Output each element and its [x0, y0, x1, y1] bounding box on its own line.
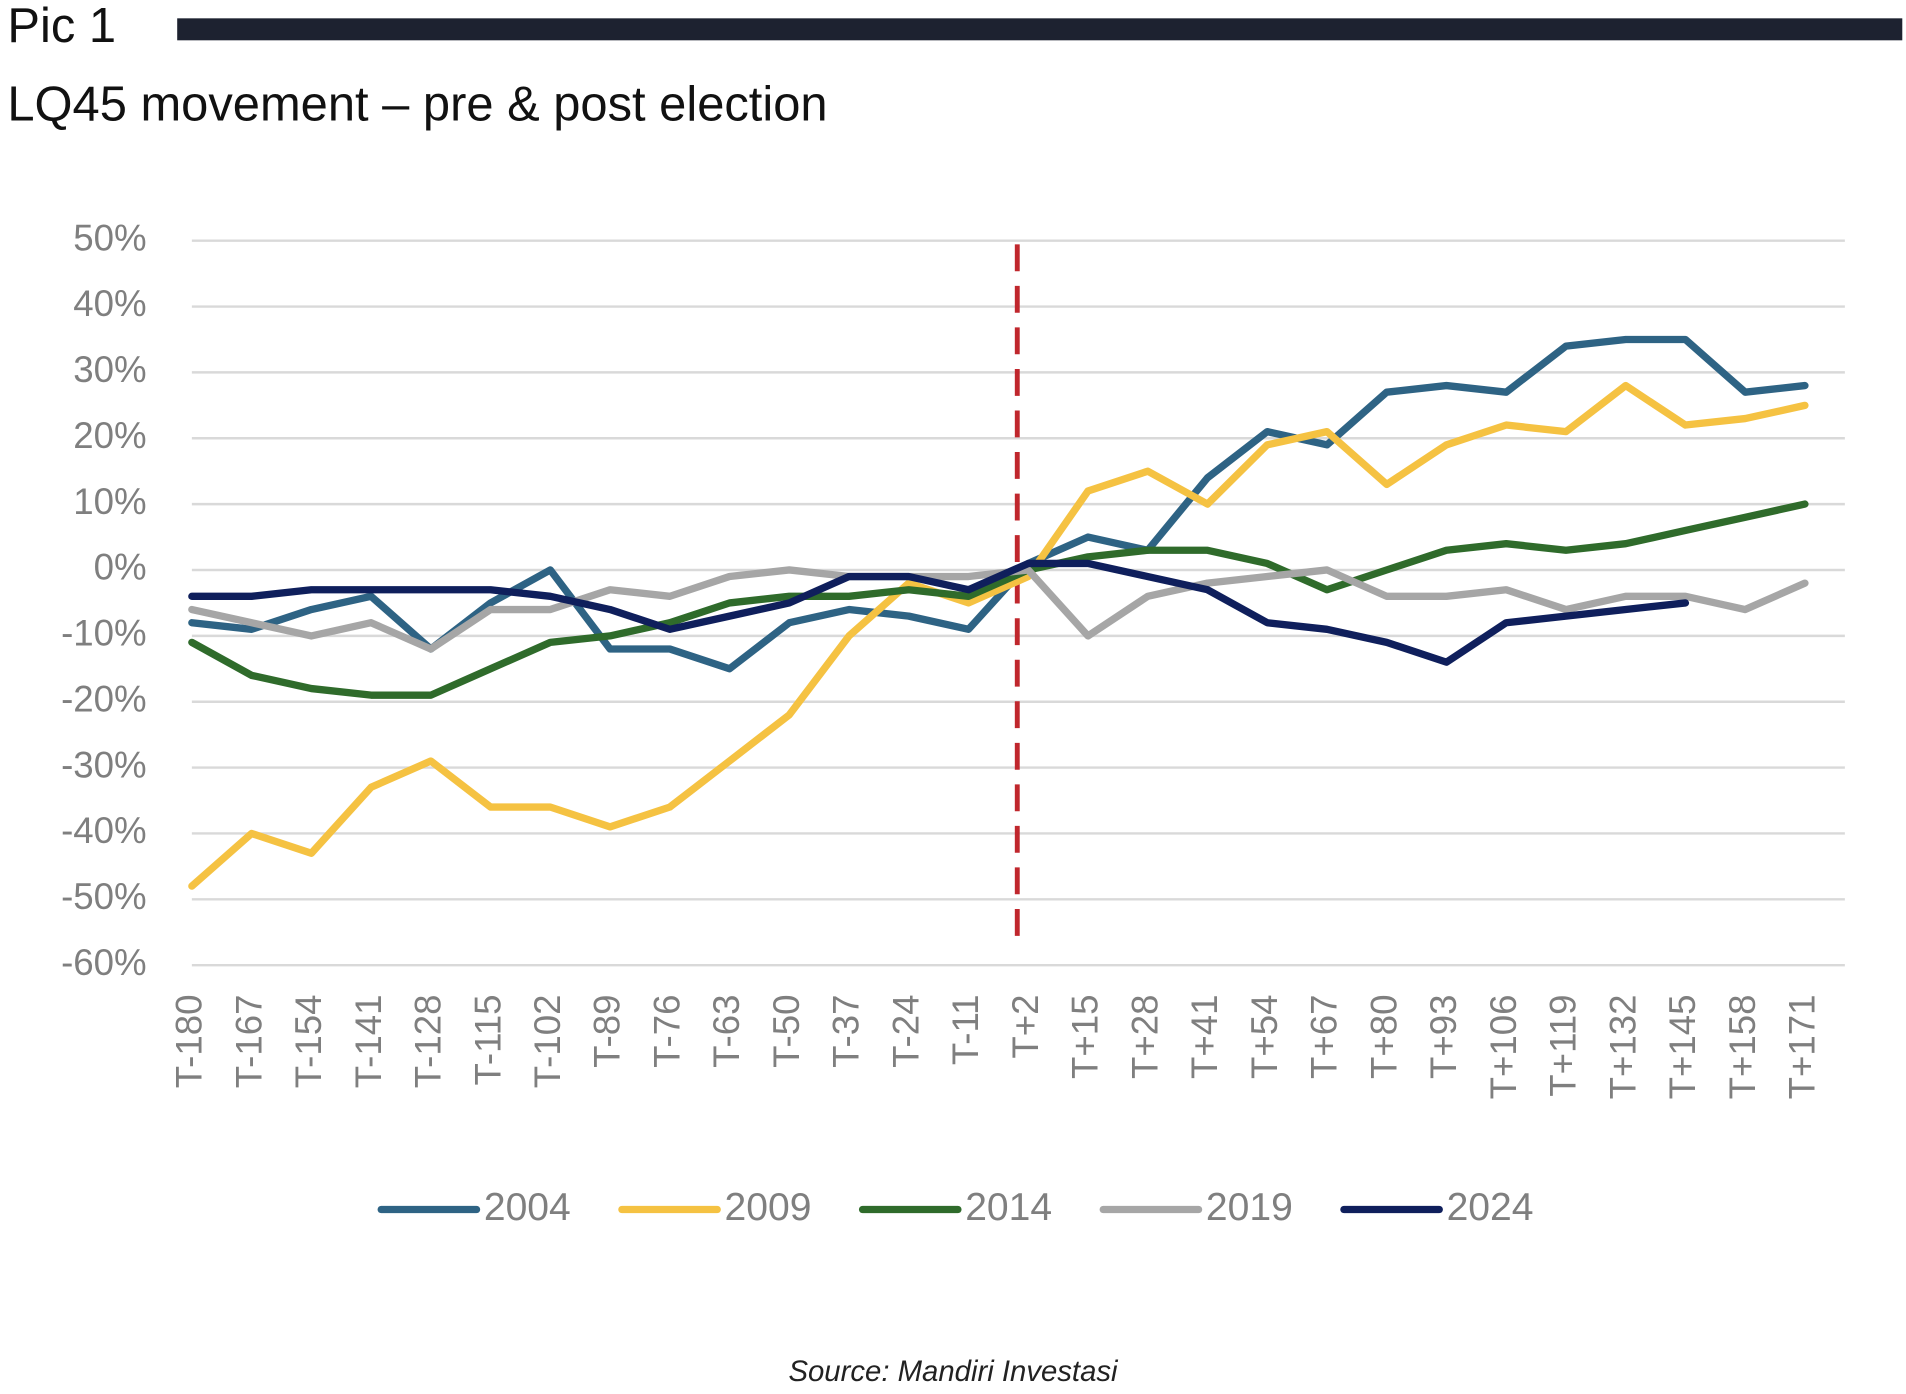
x-tick-label: T-37: [826, 994, 867, 1067]
x-tick-label: T-141: [348, 994, 389, 1088]
series-line: [188, 500, 1809, 699]
x-tick-label: T+80: [1363, 994, 1404, 1079]
y-tick-label: -10%: [61, 613, 147, 654]
x-tick-label: T+145: [1662, 994, 1703, 1099]
x-tick-label: T+132: [1602, 994, 1643, 1099]
x-tick-label: T+93: [1423, 994, 1464, 1079]
y-tick-label: 40%: [73, 283, 146, 324]
legend-label: 2004: [484, 1186, 571, 1229]
x-tick-label: T-180: [169, 994, 210, 1088]
y-tick-label: -40%: [61, 810, 147, 851]
y-tick-label: -50%: [61, 876, 147, 917]
y-tick-label: 20%: [73, 415, 146, 456]
x-tick-label: T+54: [1244, 994, 1285, 1079]
y-tick-label: 50%: [73, 217, 146, 258]
pic-label: Pic 1: [7, 0, 116, 53]
x-tick-label: T+171: [1782, 994, 1823, 1099]
x-tick-label: T+41: [1184, 994, 1225, 1079]
x-tick-label: T-89: [587, 994, 628, 1067]
legend-label: 2009: [725, 1186, 812, 1229]
x-tick-label: T+158: [1722, 994, 1763, 1099]
x-tick-label: T+2: [1005, 994, 1046, 1058]
y-tick-label: 0%: [94, 547, 147, 588]
source-note: Source: Mandiri Investasi: [788, 1355, 1119, 1388]
y-tick-label: -30%: [61, 744, 147, 785]
y-tick-label: 30%: [73, 349, 146, 390]
x-tick-label: T-115: [467, 994, 508, 1085]
x-tick-label: T+67: [1304, 994, 1345, 1079]
y-tick-label: 10%: [73, 481, 146, 522]
legend-label: 2019: [1206, 1186, 1293, 1229]
x-tick-label: T-24: [885, 994, 926, 1067]
x-tick-label: T+119: [1543, 994, 1584, 1096]
x-tick-label: T-167: [228, 994, 269, 1088]
x-tick-label: T-50: [766, 994, 807, 1067]
legend-label: 2024: [1447, 1186, 1534, 1229]
y-tick-label: -20%: [61, 678, 147, 719]
x-tick-label: T+15: [1065, 994, 1106, 1079]
x-tick-label: T+106: [1483, 994, 1524, 1099]
x-tick-label: T-63: [706, 994, 747, 1067]
legend-label: 2014: [965, 1186, 1052, 1229]
x-tick-label: T-102: [527, 994, 568, 1088]
y-tick-label: -60%: [61, 942, 147, 983]
x-tick-label: T-154: [288, 994, 329, 1088]
x-tick-label: T-11: [945, 994, 986, 1065]
series-line: [188, 559, 1690, 666]
chart-title: LQ45 movement – pre & post election: [7, 77, 827, 131]
x-tick-label: T-128: [408, 994, 449, 1088]
x-tick-label: T+28: [1124, 994, 1165, 1079]
header-bar: [177, 18, 1903, 41]
series-line: [188, 381, 1809, 890]
x-tick-label: T-76: [646, 994, 687, 1067]
